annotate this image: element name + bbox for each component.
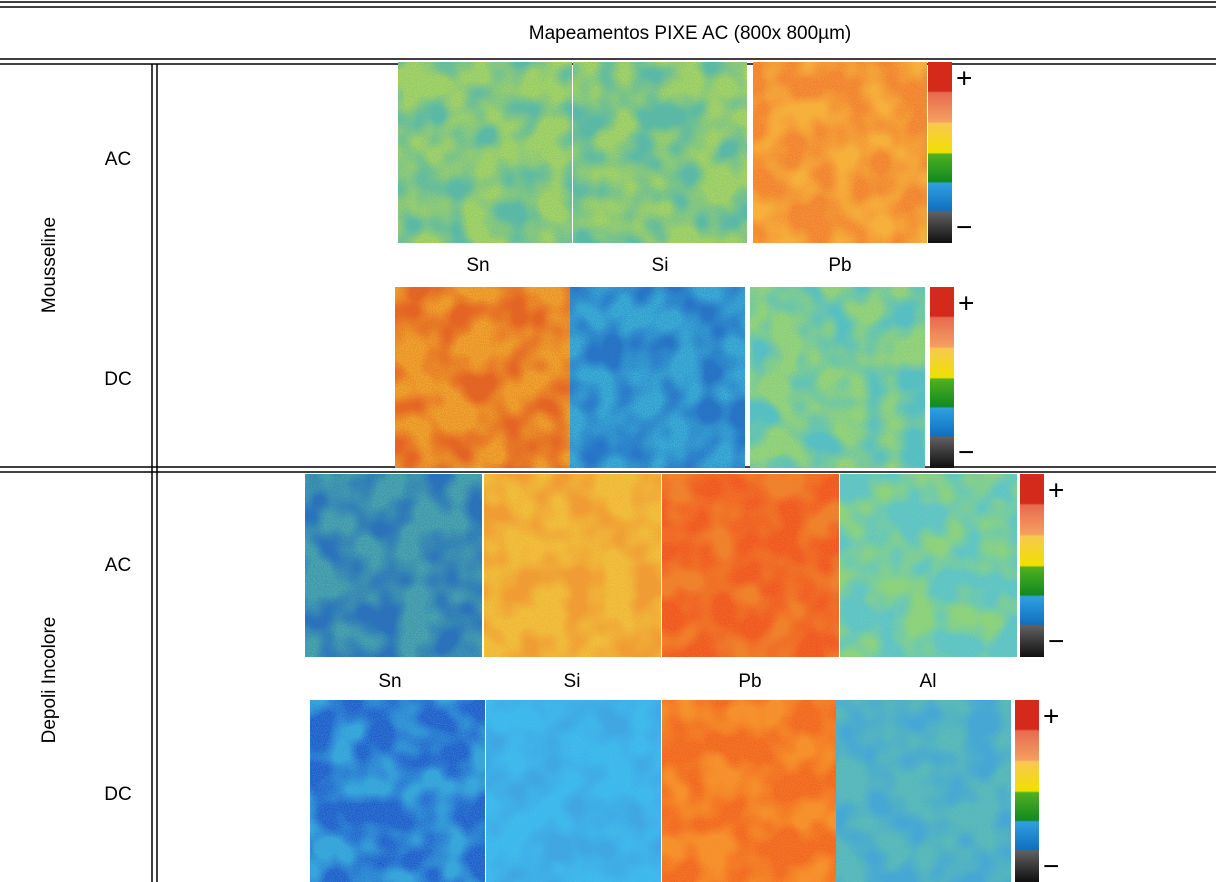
colorbar-min: − (1048, 625, 1064, 656)
row-label: AC (105, 149, 131, 170)
map-noise (662, 700, 837, 882)
header-title: Mapeamentos PIXE AC (800x 800µm) (529, 23, 852, 44)
element-label: Pb (828, 255, 851, 276)
map-noise (836, 700, 1011, 882)
colorbar-min: − (1043, 850, 1059, 881)
map-noise (753, 62, 927, 243)
element-label: Si (652, 255, 669, 276)
element-label: Pb (738, 671, 761, 692)
colorbar-max: + (958, 287, 974, 318)
element-label: Sn (378, 671, 401, 692)
element-label: Si (564, 671, 581, 692)
colorbar-max: + (956, 62, 972, 93)
colorbar (930, 287, 954, 468)
colorbar-min: − (958, 436, 974, 467)
colorbar (928, 62, 952, 243)
map-noise (398, 62, 572, 243)
colorbar (1020, 474, 1044, 657)
section-name: Depoli Incolore (39, 617, 60, 744)
map-noise (395, 287, 570, 468)
map-noise (484, 474, 661, 657)
map-noise (486, 700, 661, 882)
map-noise (310, 700, 485, 882)
element-label: Sn (466, 255, 489, 276)
element-label: Al (920, 671, 937, 692)
map-noise (840, 474, 1017, 657)
content: Mousseline AC + − DC + − Sn Si Pb Depoli Incolore A… (39, 62, 1064, 882)
colorbar-max: + (1043, 700, 1059, 731)
section-name: Mousseline (39, 217, 60, 313)
colorbar-min: − (956, 211, 972, 242)
row-label: DC (104, 784, 131, 805)
map-noise (305, 474, 482, 657)
colorbar-max: + (1048, 474, 1064, 505)
row-label: AC (105, 555, 131, 576)
colorbar (1015, 700, 1039, 882)
map-noise (662, 474, 839, 657)
map-noise (570, 287, 745, 468)
row-label: DC (104, 369, 131, 390)
map-noise (573, 62, 747, 243)
map-noise (750, 287, 925, 468)
